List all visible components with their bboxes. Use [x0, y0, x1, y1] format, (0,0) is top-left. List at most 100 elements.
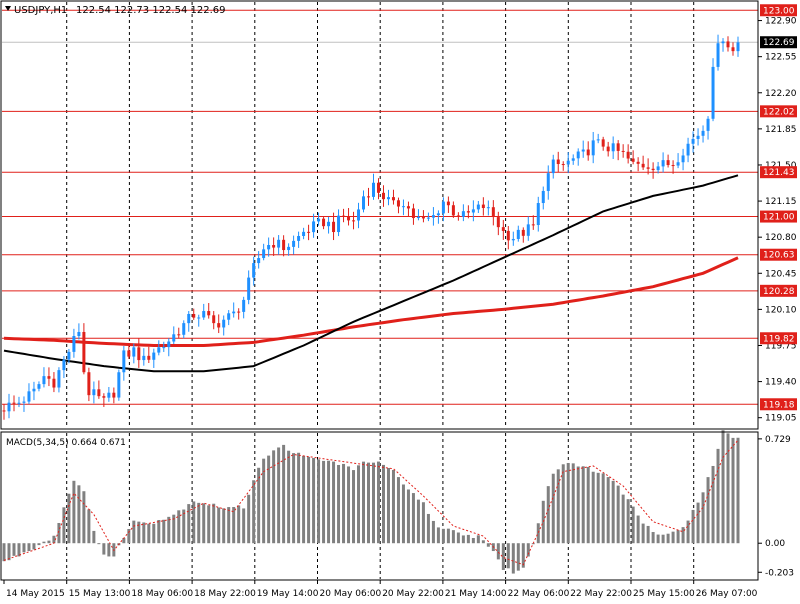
candle-body — [137, 347, 141, 361]
macd-bar — [252, 480, 256, 544]
macd-bar — [257, 467, 261, 544]
candle-body — [471, 209, 475, 213]
macd-bar — [327, 460, 331, 544]
time-axis: 14 May 2015 15 May 13:00 18 May 06:00 18 Ma… — [3, 580, 758, 599]
macd-bar — [137, 521, 141, 544]
candle-body — [411, 208, 415, 219]
macd-bar — [476, 535, 480, 544]
macd-label: MACD(5,34,5) 0.664 0.671 — [6, 438, 126, 448]
macd-bar — [401, 484, 405, 544]
macd-bar — [357, 465, 361, 544]
candle-body — [47, 376, 51, 379]
candle-body — [37, 384, 41, 389]
candle-body — [262, 249, 266, 259]
macd-bar — [416, 499, 420, 544]
candle-body — [576, 151, 580, 159]
candle-body — [107, 392, 111, 398]
macd-bar — [606, 477, 610, 544]
price-level-tag — [760, 332, 797, 345]
macd-bar — [516, 543, 520, 571]
price-level-label: 119.82 — [763, 334, 795, 344]
candle-body — [586, 149, 590, 156]
macd-bar — [546, 486, 550, 544]
candle-body — [162, 347, 166, 349]
macd-bar — [72, 480, 76, 544]
candle-body — [12, 402, 16, 404]
macd-bar — [636, 515, 640, 544]
macd-bar — [222, 508, 226, 544]
macd-bar — [641, 523, 645, 544]
macd-pane-frame — [0, 431, 759, 581]
symbol-timeframe: USDJPY,H1 — [14, 5, 67, 16]
macd-tick-label: 0.00 — [765, 539, 785, 549]
candle-body — [62, 359, 66, 371]
macd-bar — [367, 462, 371, 544]
macd-bar — [277, 447, 281, 544]
macd-bar — [242, 508, 246, 544]
macd-bar — [396, 477, 400, 544]
macd-bar — [716, 448, 720, 544]
current-price-label: 122.69 — [763, 38, 795, 48]
candle-body — [481, 204, 485, 209]
candle-body — [416, 216, 420, 219]
candle-body — [386, 197, 390, 200]
macd-bar — [2, 543, 6, 562]
candle-body — [631, 158, 635, 162]
macd-bar — [292, 453, 296, 544]
macd-signal-line — [3, 439, 739, 566]
macd-bar — [52, 535, 56, 544]
macd-bar — [571, 463, 575, 544]
macd-bar — [381, 464, 385, 544]
macd-bar — [456, 532, 460, 544]
macd-bar — [421, 502, 425, 544]
candle-body — [317, 218, 321, 222]
macd-bar — [676, 530, 680, 544]
time-label: 20 May 22:00 — [382, 589, 444, 599]
candle-body — [426, 217, 430, 219]
candle-body — [466, 211, 470, 213]
macd-bar — [297, 452, 301, 544]
moving-averages — [3, 174, 739, 373]
macd-bar — [671, 531, 675, 544]
candle-body — [381, 192, 385, 200]
macd-bar — [12, 543, 16, 556]
macd-bar — [312, 457, 316, 544]
fast-ma-line — [3, 174, 739, 373]
candle-body — [207, 311, 211, 316]
candle-body — [277, 239, 281, 248]
macd-bar — [371, 462, 375, 544]
macd-bar — [631, 506, 635, 544]
dropdown-triangle-icon[interactable] — [5, 6, 11, 11]
macd-bar — [212, 503, 216, 544]
macd-bar — [132, 520, 136, 544]
price-tick-label: 120.80 — [765, 233, 797, 243]
candle-body — [526, 224, 530, 236]
candle-body — [671, 165, 675, 167]
candle-body — [711, 66, 715, 119]
macd-bar — [726, 433, 730, 544]
candle-body — [282, 239, 286, 251]
candle-body — [436, 213, 440, 216]
candle-body — [456, 215, 460, 217]
candle-body — [157, 347, 161, 353]
macd-bar — [67, 493, 71, 544]
chart-header: USDJPY,H1 122.54 122.73 122.54 122.69 — [5, 5, 226, 16]
candle-body — [591, 140, 595, 156]
macd-bar — [656, 534, 660, 544]
candle-body — [7, 402, 11, 412]
candle-body — [97, 389, 101, 397]
price-tick-label: 122.55 — [765, 53, 797, 63]
price-level-label: 123.00 — [763, 6, 795, 16]
price-level-tag — [760, 105, 797, 118]
candle-body — [142, 355, 146, 361]
candle-body — [217, 323, 221, 328]
candle-body — [496, 217, 500, 228]
macd-bar — [77, 485, 81, 544]
macd-bar — [736, 437, 740, 544]
candle-body — [486, 207, 490, 209]
price-level-label: 122.02 — [763, 107, 795, 117]
price-level-tag — [760, 210, 797, 223]
candle-body — [656, 166, 660, 171]
candle-body — [22, 401, 26, 403]
